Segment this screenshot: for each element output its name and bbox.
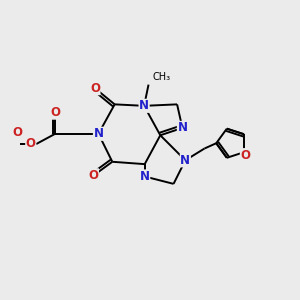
- Text: O: O: [240, 149, 250, 162]
- Text: N: N: [177, 122, 188, 134]
- Text: N: N: [180, 154, 190, 167]
- Text: O: O: [13, 126, 22, 139]
- Text: O: O: [26, 137, 36, 150]
- Text: O: O: [90, 82, 100, 95]
- Text: N: N: [139, 99, 149, 112]
- Text: O: O: [88, 169, 98, 182]
- Text: CH₃: CH₃: [152, 72, 170, 82]
- Text: N: N: [94, 127, 103, 140]
- Text: N: N: [140, 170, 150, 183]
- Text: O: O: [51, 106, 61, 119]
